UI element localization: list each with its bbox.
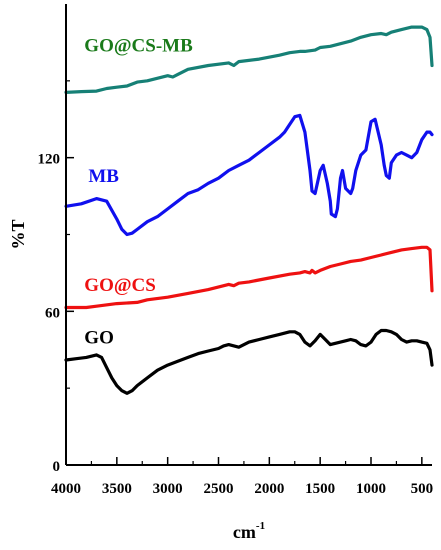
x-tick-label: 1000 xyxy=(356,481,386,497)
x-tick-label: 3000 xyxy=(153,481,183,497)
series-label-mb: MB xyxy=(88,166,119,187)
x-tick-label: 500 xyxy=(411,481,434,497)
series-layer xyxy=(64,25,434,395)
series-line-go-cs xyxy=(64,245,434,310)
y-tick-label: 120 xyxy=(38,152,61,168)
series-line-mb xyxy=(64,113,434,237)
x-tick-label: 4000 xyxy=(51,481,81,497)
axes-layer xyxy=(65,4,432,466)
series-label-go-cs: GO@CS xyxy=(84,275,156,296)
y-tick-label: 0 xyxy=(53,459,61,475)
x-axis-title-superscript: -1 xyxy=(256,520,265,532)
x-tick-label: 2500 xyxy=(204,481,234,497)
y-axis-title: %T xyxy=(8,219,28,249)
x-tick-label: 3500 xyxy=(102,481,132,497)
series-label-go-cs-mb: GO@CS-MB xyxy=(84,35,193,56)
series-line-go xyxy=(64,328,434,395)
x-axis-title: cm-1 xyxy=(233,520,265,542)
series-line-go-cs-mb xyxy=(64,25,434,95)
series-label-go: GO xyxy=(84,327,114,348)
x-tick-label: 1500 xyxy=(305,481,335,497)
x-tick-label: 2000 xyxy=(254,481,284,497)
y-tick-label: 60 xyxy=(45,305,60,321)
labels-layer: 4000 3500 3000 2500 2000 1500 1000 500 0 60 120 cm-… xyxy=(8,35,433,542)
